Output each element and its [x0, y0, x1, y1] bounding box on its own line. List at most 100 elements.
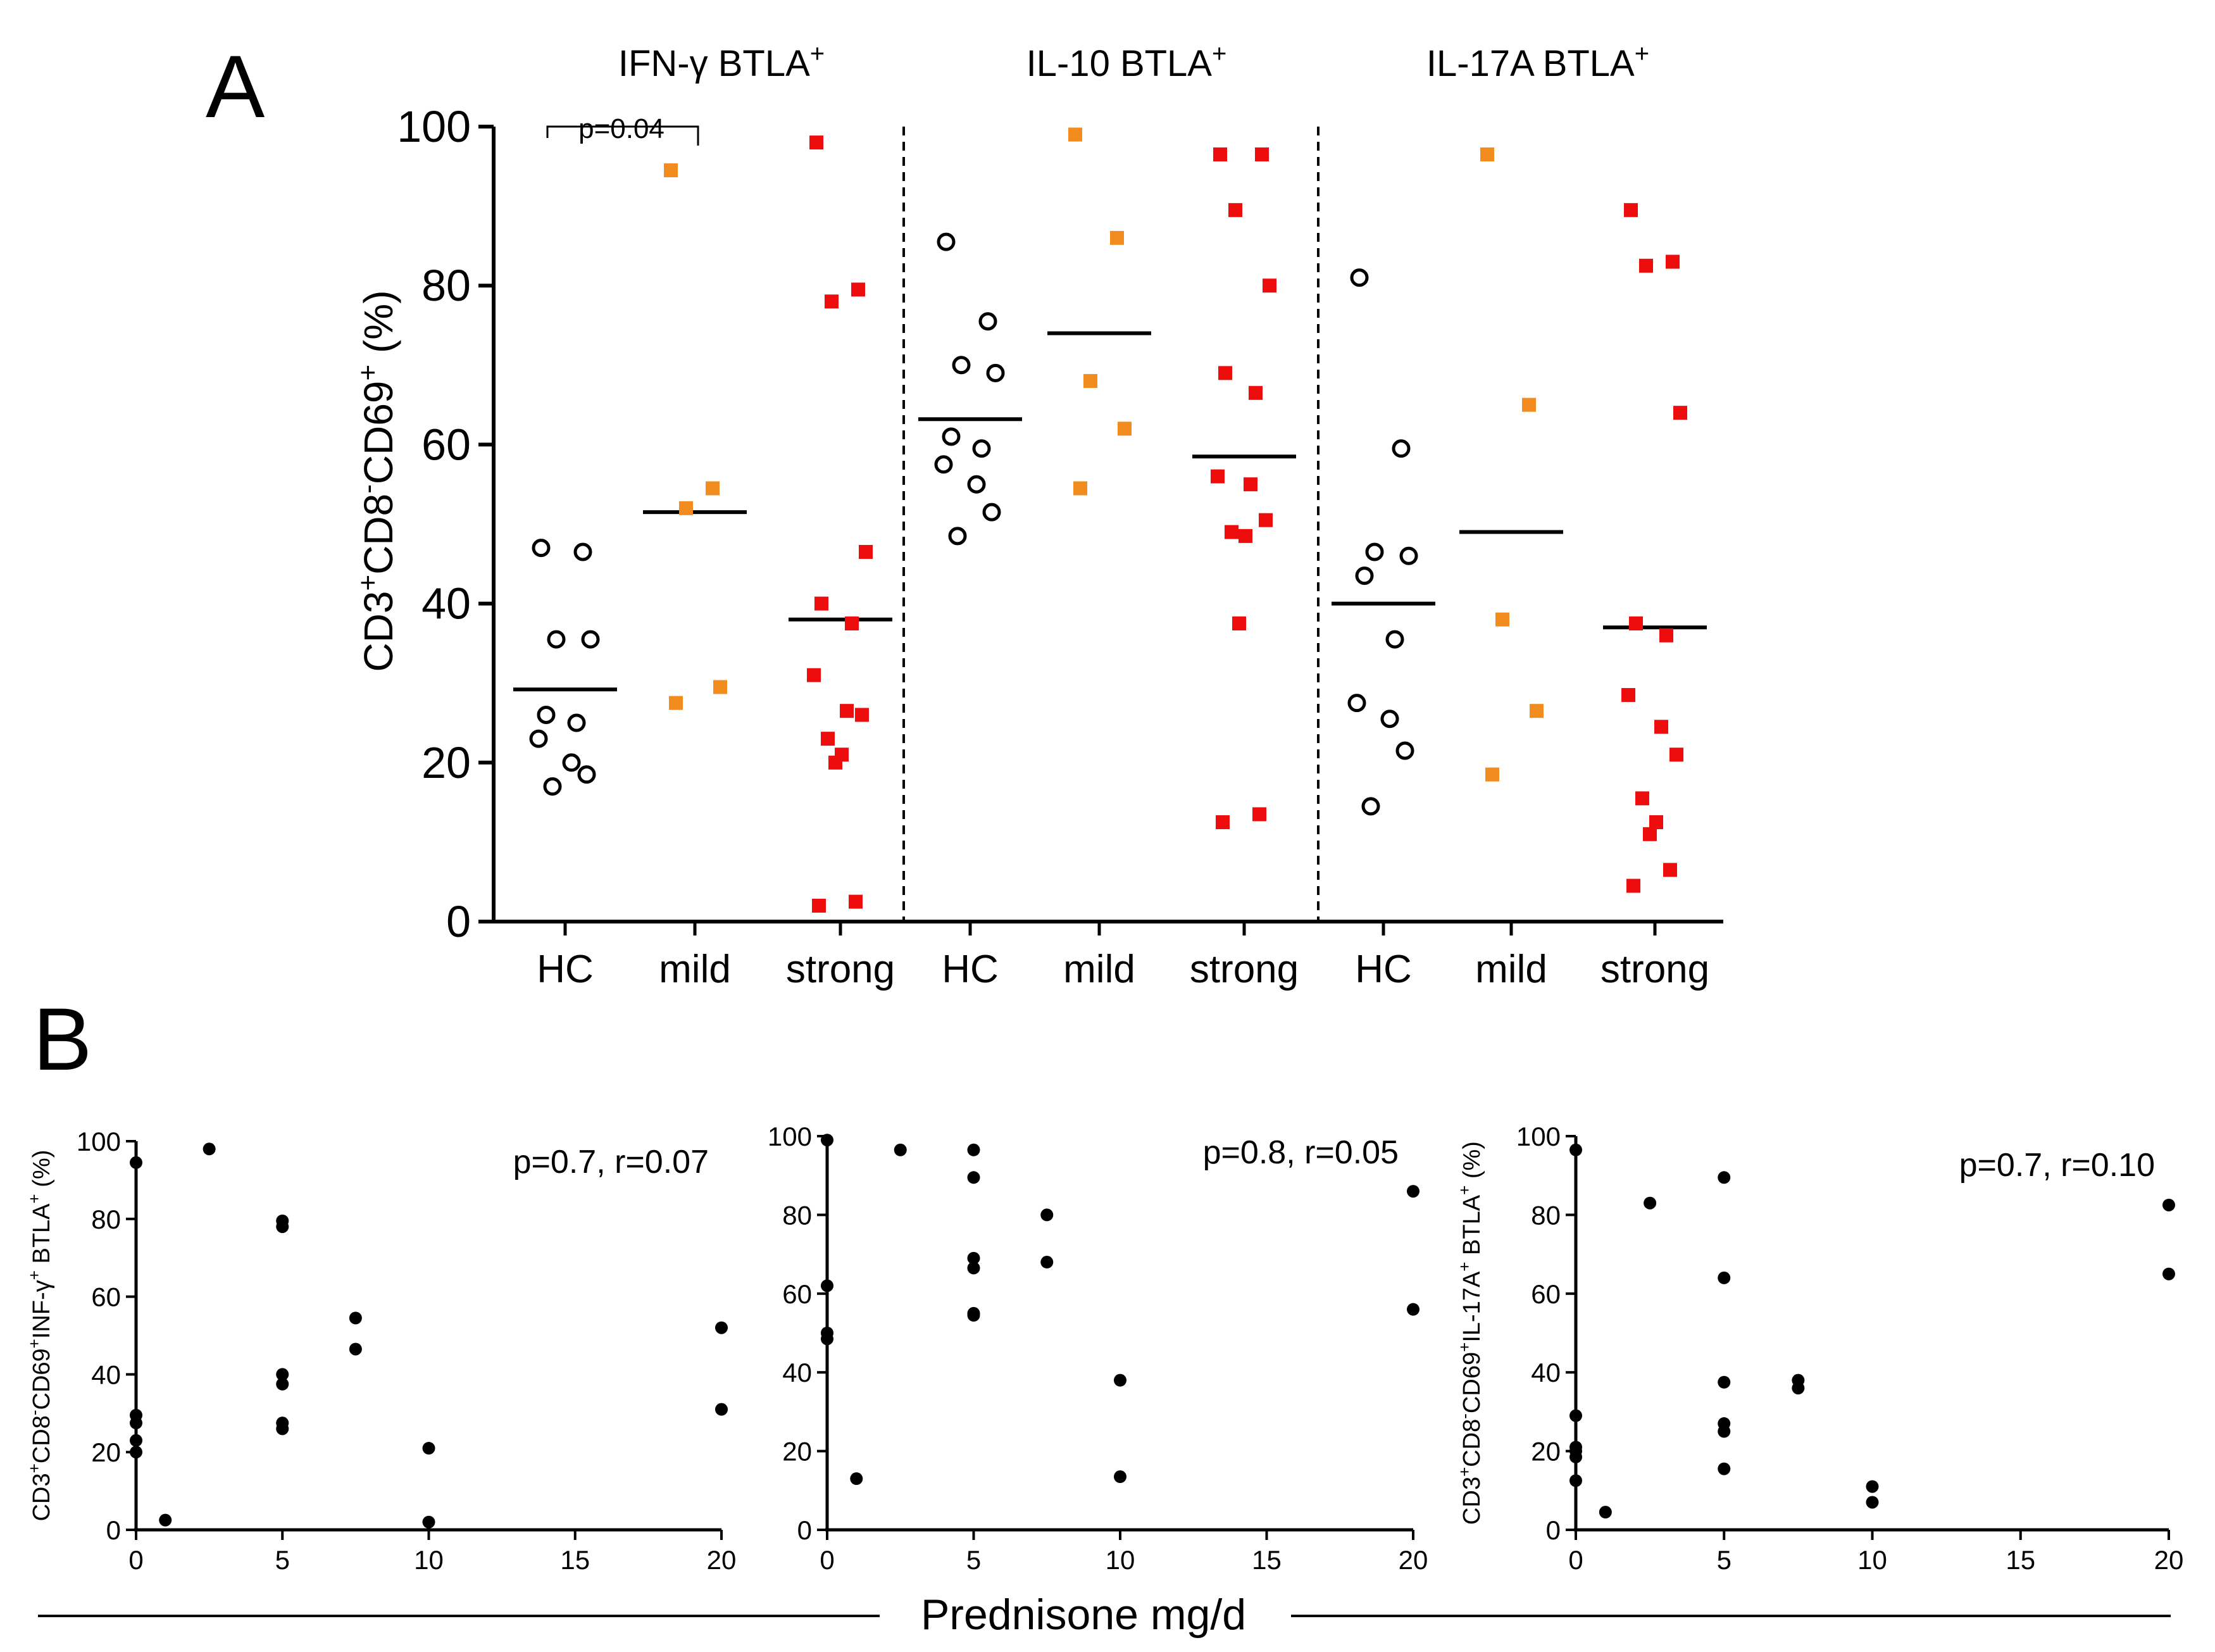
panel-b-y-tick-label: 60	[91, 1282, 121, 1312]
scatter-point	[1718, 1375, 1731, 1389]
correlation-annotation: p=0.7, r=0.07	[513, 1144, 709, 1180]
data-point-strong	[1663, 863, 1677, 877]
ylabel-part: +	[25, 1270, 44, 1280]
data-point-hc	[1365, 542, 1384, 561]
data-point-mild	[664, 163, 678, 178]
data-point-hc	[942, 427, 961, 446]
panel-b-y-tick-label: 80	[91, 1205, 121, 1234]
panel-a-chart: CD3+CD8-CD69+ (%) IFN-γ BTLA+ IL-10 BTLA…	[353, 40, 1723, 991]
category-label: HC	[942, 948, 999, 991]
data-point-strong	[1259, 513, 1273, 527]
data-point-hc	[1380, 710, 1399, 729]
scatter-point	[2162, 1267, 2175, 1280]
panel-b-x-tick-label: 5	[1717, 1545, 1731, 1575]
data-point-hc	[573, 542, 592, 561]
data-point-strong	[1216, 815, 1230, 829]
data-point-hc	[562, 753, 581, 772]
scatter-point	[1114, 1374, 1126, 1387]
data-point-strong	[1639, 258, 1653, 273]
scatter-point	[967, 1309, 980, 1322]
panel-b-y-tick-label: 40	[1531, 1358, 1561, 1387]
ylabel-part: CD8	[1459, 1419, 1485, 1467]
group-title-sup: +	[810, 40, 825, 68]
panel-b-y-tick-label: 60	[1531, 1279, 1561, 1309]
ylabel-part: -	[25, 1410, 44, 1415]
category-label: HC	[537, 948, 594, 991]
data-point-strong	[809, 135, 823, 150]
scatter-point	[1718, 1171, 1731, 1184]
scatter-point	[276, 1368, 289, 1381]
panel-b-x-tick-label: 20	[2154, 1545, 2184, 1575]
data-point-strong	[1252, 807, 1266, 822]
data-point-mild	[1485, 767, 1499, 782]
scatter-point	[1569, 1450, 1582, 1463]
group-title-il10: IL-10 BTLA+	[1026, 40, 1227, 84]
scatter-point	[130, 1417, 142, 1430]
scatter-point	[1718, 1425, 1731, 1438]
scatter-point	[349, 1342, 362, 1356]
data-point-strong	[1649, 815, 1663, 829]
data-point-strong	[1666, 254, 1680, 269]
data-point-strong	[1669, 748, 1683, 762]
ylabel-part: +	[25, 1339, 44, 1348]
ylabel-part: CD3	[1459, 1477, 1485, 1525]
scatter-point	[967, 1261, 980, 1275]
ylabel-part: +	[1455, 1467, 1474, 1477]
panel-b-chart-2: 0 20 40 60 80 100 0 5 10 15 20 p=0.8, r=0.05	[768, 1122, 1428, 1575]
panel-b-y-tick-label: 20	[91, 1437, 121, 1467]
scatter-point	[2162, 1198, 2175, 1211]
panel-b-x-tick-label: 20	[1399, 1545, 1428, 1575]
panel-b-y-tick-label: 20	[782, 1437, 812, 1467]
data-point-hc	[934, 455, 953, 474]
scatter-point	[1718, 1271, 1731, 1284]
data-point-strong	[1218, 366, 1232, 380]
group-title-main: IL-17A BTLA	[1426, 43, 1635, 84]
scatter-point	[1040, 1256, 1054, 1269]
ylabel-part: +	[1455, 1262, 1474, 1272]
ylabel-part: CD69	[28, 1348, 55, 1410]
data-point-mild	[706, 481, 720, 496]
ylabel-part: CD3	[28, 1473, 55, 1521]
data-point-strong	[1213, 147, 1227, 161]
scatter-point	[850, 1472, 863, 1486]
data-point-strong	[812, 898, 826, 913]
data-point-strong	[851, 282, 865, 297]
scatter-point	[1040, 1208, 1054, 1222]
data-point-strong	[1232, 616, 1246, 630]
scatter-point	[203, 1142, 216, 1156]
ylabel-part: IL-17A	[1459, 1271, 1485, 1342]
data-point-strong	[828, 755, 842, 770]
group-title-main: IL-10 BTLA	[1026, 43, 1213, 84]
panel-a-y-tick-label: 60	[421, 420, 471, 469]
group-title-sup: +	[1212, 40, 1226, 68]
scatter-point	[1644, 1196, 1657, 1210]
data-point-hc	[537, 705, 556, 724]
data-point-hc	[1347, 694, 1366, 713]
data-point-hc	[529, 729, 548, 748]
data-point-hc	[978, 312, 997, 331]
ylabel-part: -	[353, 484, 384, 494]
scatter-point	[130, 1446, 142, 1459]
scatter-point	[1866, 1496, 1879, 1509]
panel-b-y-tick-label: 20	[1531, 1437, 1561, 1467]
scatter-point	[821, 1332, 833, 1346]
scatter-point	[967, 1171, 980, 1184]
data-point-strong	[1643, 827, 1657, 841]
panel-b-x-tick-label: 5	[966, 1545, 981, 1575]
ylabel-part: -	[1455, 1413, 1474, 1419]
data-point-strong	[1244, 477, 1257, 492]
data-point-mild	[1110, 230, 1124, 245]
data-point-mild	[1083, 373, 1097, 388]
ylabel-part: +	[1455, 1342, 1474, 1352]
panel-b-y-tick-label: 40	[782, 1358, 812, 1387]
panel-a-y-tick-label: 20	[421, 738, 471, 787]
data-point-strong	[1239, 529, 1252, 543]
ylabel-part: CD3	[356, 591, 401, 672]
scatter-point	[276, 1377, 289, 1391]
ylabel-part: INF-γ	[28, 1280, 55, 1339]
data-point-strong	[1211, 469, 1225, 484]
panel-b-y-tick-label: 100	[77, 1127, 121, 1156]
significance-bracket	[546, 125, 699, 146]
